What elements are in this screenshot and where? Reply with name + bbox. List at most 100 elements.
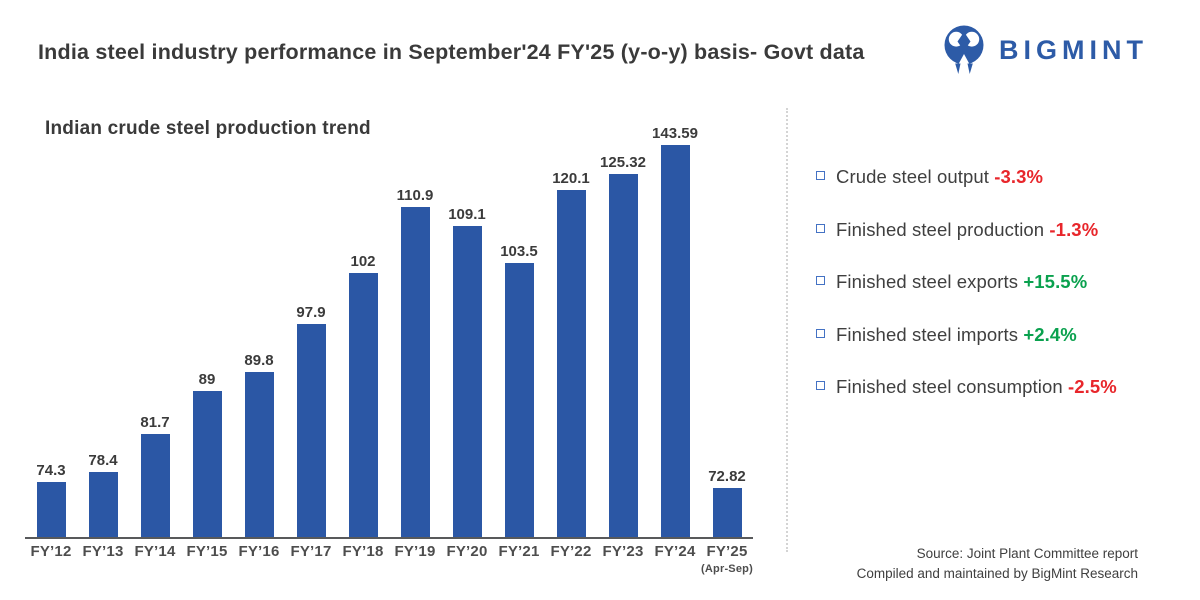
bar-chart: 74.3 78.4 81.7 89 89.8 97.9 102 110.9 109.1 103.5…: [25, 125, 753, 537]
bar-column: 102: [337, 253, 389, 537]
x-axis-tick-label: FY’19: [389, 543, 441, 575]
x-axis-tick-label: FY’22: [545, 543, 597, 575]
square-bullet-icon: [816, 171, 825, 180]
legend-item-label: Finished steel imports +2.4%: [836, 323, 1077, 345]
source-line-2: Compiled and maintained by BigMint Resea…: [856, 566, 1138, 581]
bar-value-label: 78.4: [88, 452, 118, 469]
legend-item: Crude steel output -3.3%: [816, 166, 1117, 188]
bar-value-label: 143.59: [652, 125, 698, 142]
x-axis-tick-text: FY’20: [446, 543, 488, 560]
x-axis-tick-text: FY’15: [186, 543, 228, 560]
legend-item-value: -1.3%: [1049, 218, 1099, 240]
x-axis-tick-note: (Apr-Sep): [701, 563, 753, 575]
legend-item-label: Finished steel consumption -2.5%: [836, 376, 1117, 397]
legend-item-value: -2.5%: [1068, 376, 1117, 397]
x-axis-tick-text: FY’12: [30, 543, 72, 560]
chart-title: Indian crude steel production trend: [45, 118, 371, 139]
bar: [712, 488, 742, 537]
bar-value-label: 102: [350, 253, 376, 270]
bar: [296, 324, 326, 537]
bar-value-label: 74.3: [36, 462, 66, 479]
x-axis-tick-text: FY’19: [394, 543, 436, 560]
source-line-1: Source: Joint Plant Committee report: [916, 546, 1138, 561]
x-axis-tick-label: FY’12: [25, 543, 77, 575]
x-axis-tick-text: FY’24: [654, 543, 696, 560]
bar: [140, 434, 170, 537]
bar-column: 81.7: [129, 414, 181, 537]
x-axis-tick-text: FY’14: [134, 543, 176, 560]
bar: [556, 190, 586, 537]
bar: [660, 145, 690, 537]
x-axis-tick-text: FY’22: [550, 543, 592, 560]
bar-value-label: 81.7: [140, 414, 170, 431]
bar-column: 74.3: [25, 462, 77, 537]
bar-value-label: 125.32: [600, 154, 646, 171]
legend-item-value: +15.5%: [1023, 271, 1088, 292]
summary-legend: Crude steel output -3.3% Finished steel p…: [816, 166, 1117, 429]
bar: [192, 391, 222, 537]
source-note: Source: Joint Plant Committee report Com…: [857, 544, 1138, 584]
x-axis-tick-text: FY’25: [706, 543, 748, 560]
x-axis-tick-label: FY’23: [597, 543, 649, 575]
x-axis-tick-text: FY’17: [290, 543, 332, 560]
bar-value-label: 120.1: [552, 170, 590, 187]
x-axis-tick-label: FY’21: [493, 543, 545, 575]
bar-column: 103.5: [493, 243, 545, 537]
bar-value-label: 103.5: [500, 243, 538, 260]
vertical-dotted-divider: [786, 108, 788, 552]
x-axis-tick-text: FY’21: [498, 543, 540, 560]
legend-item: Finished steel imports +2.4%: [816, 324, 1117, 346]
bar-column: 97.9: [285, 304, 337, 537]
x-axis-tick-label: FY’20: [441, 543, 493, 575]
x-axis-tick-text: FY’23: [602, 543, 644, 560]
bar-value-label: 97.9: [296, 304, 326, 321]
x-axis-tick-text: FY’18: [342, 543, 384, 560]
square-bullet-icon: [816, 223, 825, 233]
legend-item: Finished steel production -1.3%: [816, 219, 1117, 241]
bar: [400, 207, 430, 537]
square-bullet-icon: [816, 381, 825, 390]
bar: [452, 226, 482, 537]
bar: [608, 174, 638, 537]
x-axis-tick-label: FY’16: [233, 543, 285, 575]
brand-logo: BIGMINT: [939, 24, 1148, 76]
bar-column: 89.8: [233, 352, 285, 537]
legend-item-label: Crude steel output -3.3%: [836, 166, 1044, 187]
bar: [348, 273, 378, 537]
bar-value-label: 89.8: [244, 352, 274, 369]
x-axis-tick-text: FY’16: [238, 543, 280, 560]
bar-value-label: 89: [198, 371, 216, 388]
x-axis-tick-label: FY’24: [649, 543, 701, 575]
bar-column: 120.1: [545, 170, 597, 537]
bar-column: 110.9: [389, 187, 441, 537]
x-axis-line: [25, 537, 753, 539]
x-axis-tick-label: FY’13: [77, 543, 129, 575]
bar-column: 89: [181, 371, 233, 537]
bar-column: 72.82: [701, 468, 753, 537]
bar-value-label: 72.82: [708, 468, 746, 485]
bar: [36, 482, 66, 537]
x-axis-tick-label: FY’14: [129, 543, 181, 575]
bar: [244, 372, 274, 537]
x-axis-tick-label: FY’17: [285, 543, 337, 575]
square-bullet-icon: [816, 328, 825, 338]
bar: [88, 472, 118, 537]
bar-value-label: 110.9: [396, 187, 434, 204]
legend-item-value: +2.4%: [1023, 323, 1077, 345]
legend-item: Finished steel consumption -2.5%: [816, 376, 1117, 398]
bar-column: 109.1: [441, 206, 493, 537]
square-bullet-icon: [816, 276, 825, 285]
x-axis-tick-label: FY’15: [181, 543, 233, 575]
bigmint-logo-icon: [939, 24, 989, 76]
page-title: India steel industry performance in Sept…: [38, 40, 865, 64]
legend-item-value: -3.3%: [994, 166, 1044, 187]
bar-column: 78.4: [77, 452, 129, 537]
legend-item-label: Finished steel production -1.3%: [836, 218, 1099, 240]
bar-column: 125.32: [597, 154, 649, 537]
brand-name: BIGMINT: [999, 34, 1148, 65]
x-axis-tick-text: FY’13: [82, 543, 124, 560]
x-axis-tick-label: FY’25 (Apr-Sep): [701, 543, 753, 575]
x-axis-labels: FY’12 FY’13 FY’14 FY’15 FY’16 FY’17 FY’18 FY’19…: [25, 543, 753, 575]
legend-item: Finished steel exports +15.5%: [816, 271, 1117, 293]
bar-value-label: 109.1: [448, 206, 486, 223]
